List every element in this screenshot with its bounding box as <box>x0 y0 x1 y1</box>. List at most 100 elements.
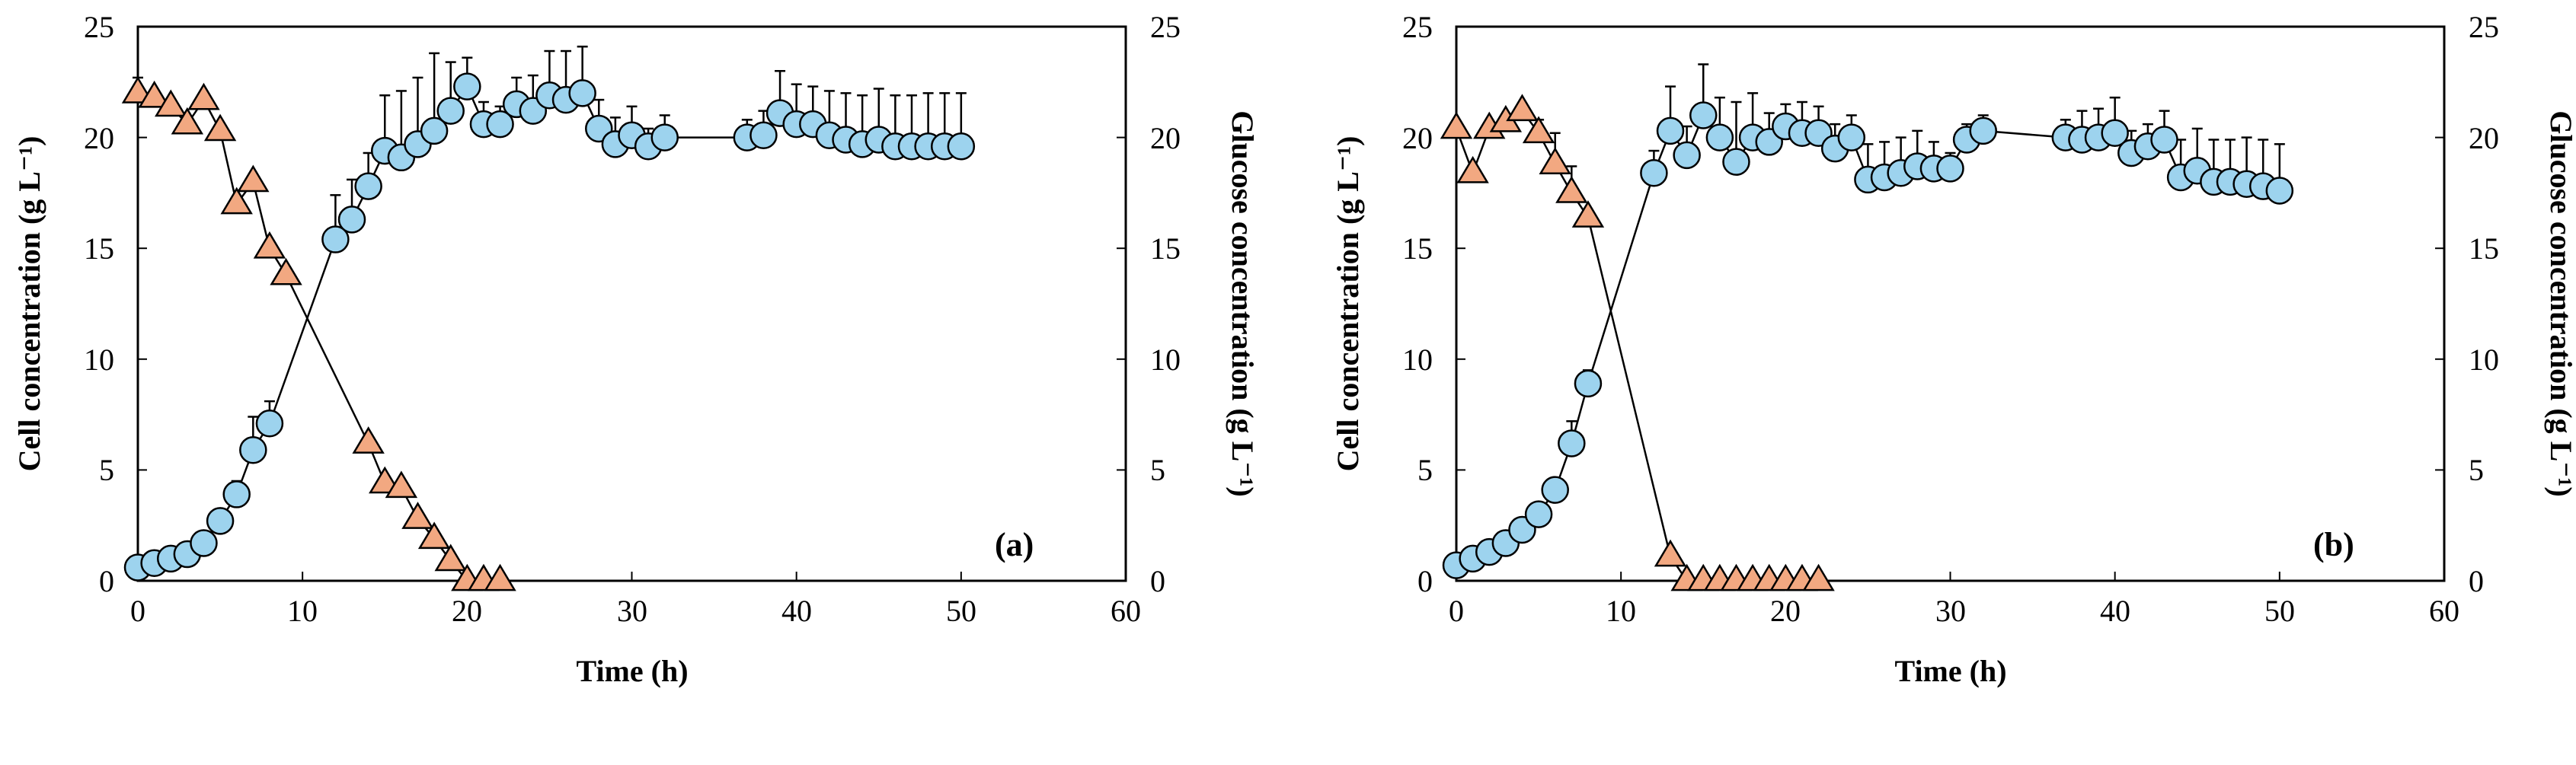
glucose-point <box>1539 147 1571 174</box>
glucose-point <box>352 426 385 454</box>
cell-point <box>190 529 218 557</box>
cell-line <box>137 84 961 569</box>
y-left-tick-label: 0 <box>1417 564 1433 598</box>
x-tick-label: 0 <box>130 594 145 628</box>
x-axis-title: Time (h) <box>576 654 688 688</box>
glucose-point <box>417 521 451 550</box>
y-left-tick-labels: 0 5 10 15 20 25 <box>1402 10 1433 598</box>
x-tick-label: 20 <box>452 594 482 628</box>
y-right-axis-title: Glucose concentration (g L⁻¹) <box>2544 110 2576 496</box>
cell-point <box>1705 123 1734 151</box>
y-left-tick-label: 20 <box>84 121 114 155</box>
glucose-point <box>1456 155 1489 183</box>
glucose-line <box>137 92 500 582</box>
y-right-tick-labels: 0 5 10 15 20 25 <box>2469 10 2499 598</box>
cell-point <box>1656 116 1685 145</box>
glucose-point <box>1440 111 1473 139</box>
glucose-point <box>187 82 220 110</box>
cell-point <box>2101 119 2129 148</box>
y-right-tick-label: 5 <box>2469 453 2484 487</box>
cell-point <box>239 435 267 464</box>
panel-label: (a) <box>995 526 1034 563</box>
glucose-point <box>434 543 467 572</box>
cell-point <box>1640 158 1668 187</box>
glucose-point <box>155 89 187 117</box>
y-right-tick-label: 25 <box>2469 10 2499 44</box>
glucose-point <box>1571 200 1605 228</box>
cell-point <box>749 121 778 149</box>
y-right-axis-title: Glucose concentration (g L⁻¹) <box>1226 110 1260 496</box>
cell-point <box>321 225 350 253</box>
cell-point <box>255 409 284 438</box>
cell-point <box>1722 148 1750 176</box>
glucose-point <box>1555 176 1588 203</box>
glucose-point <box>484 563 516 591</box>
y-right-tick-label: 0 <box>1150 564 1165 598</box>
glucose-series <box>1440 94 1835 591</box>
x-tick-label: 50 <box>946 594 976 628</box>
x-tick-label: 60 <box>2429 594 2459 628</box>
glucose-point <box>171 107 204 135</box>
glucose-line <box>1455 109 1819 582</box>
y-right-tick-label: 15 <box>2469 231 2499 266</box>
cell-point <box>486 110 514 139</box>
y-right-tick-label: 15 <box>1150 231 1181 266</box>
plot-area <box>1440 26 2445 591</box>
cell-point <box>436 97 465 125</box>
y-left-tick-label: 25 <box>1402 10 1433 44</box>
y-right-tick-label: 5 <box>1150 453 1165 487</box>
y-left-tick-label: 0 <box>99 564 114 598</box>
x-tick-label: 30 <box>617 594 647 628</box>
glucose-point <box>1802 563 1835 591</box>
glucose-series <box>121 76 516 591</box>
glucose-point <box>220 186 253 215</box>
glucose-point <box>385 470 418 499</box>
y-left-tick-label: 10 <box>84 343 114 377</box>
cell-point <box>1524 500 1553 528</box>
x-tick-label: 40 <box>2100 594 2130 628</box>
glucose-point <box>401 502 434 529</box>
cell-point <box>2150 126 2178 154</box>
tick-marks <box>1456 26 2445 582</box>
x-axis-title: Time (h) <box>1894 654 2006 688</box>
panel-label: (b) <box>2313 526 2354 563</box>
y-left-tick-label: 25 <box>84 10 114 44</box>
y-left-tick-label: 20 <box>1402 121 1433 155</box>
y-right-tick-label: 20 <box>1150 121 1181 155</box>
plot-area <box>121 26 1127 591</box>
y-left-tick-label: 10 <box>1402 343 1433 377</box>
panel-b: 0 10 20 30 40 50 60 0 5 10 15 20 25 0 5 … <box>1331 10 2576 688</box>
y-right-tick-label: 10 <box>1150 343 1181 377</box>
cell-point <box>1574 369 1603 398</box>
glucose-point <box>1506 94 1539 122</box>
cell-point <box>947 132 976 161</box>
y-right-tick-label: 0 <box>2469 564 2484 598</box>
cell-point <box>453 72 481 100</box>
glucose-point <box>203 113 237 142</box>
panel-a: 0 10 20 30 40 50 60 0 5 10 15 20 25 0 5 … <box>12 10 1260 688</box>
cell-point <box>568 79 596 107</box>
cell-point <box>1541 476 1569 504</box>
tick-marks <box>137 26 1127 582</box>
x-tick-labels: 0 10 20 30 40 50 60 <box>1449 594 2459 628</box>
glucose-point <box>1654 539 1687 567</box>
cell-point <box>2265 177 2294 205</box>
cell-series <box>1442 63 2294 579</box>
cell-point <box>1936 155 1964 183</box>
x-tick-labels: 0 10 20 30 40 50 60 <box>130 594 1141 628</box>
x-tick-label: 20 <box>1770 594 1801 628</box>
y-left-tick-label: 15 <box>1402 231 1433 266</box>
x-tick-label: 40 <box>781 594 812 628</box>
y-right-tick-label: 20 <box>2469 121 2499 155</box>
glucose-point <box>1522 116 1555 144</box>
x-tick-label: 10 <box>287 594 318 628</box>
cell-point <box>1558 429 1586 457</box>
y-right-tick-labels: 0 5 10 15 20 25 <box>1150 10 1181 598</box>
y-left-axis-title: Cell concentration (g L⁻¹) <box>1331 136 1365 472</box>
cell-point <box>354 172 382 200</box>
x-tick-label: 30 <box>1935 594 1966 628</box>
x-tick-label: 10 <box>1606 594 1636 628</box>
x-tick-label: 60 <box>1111 594 1141 628</box>
y-left-axis-title: Cell concentration (g L⁻¹) <box>12 136 46 472</box>
